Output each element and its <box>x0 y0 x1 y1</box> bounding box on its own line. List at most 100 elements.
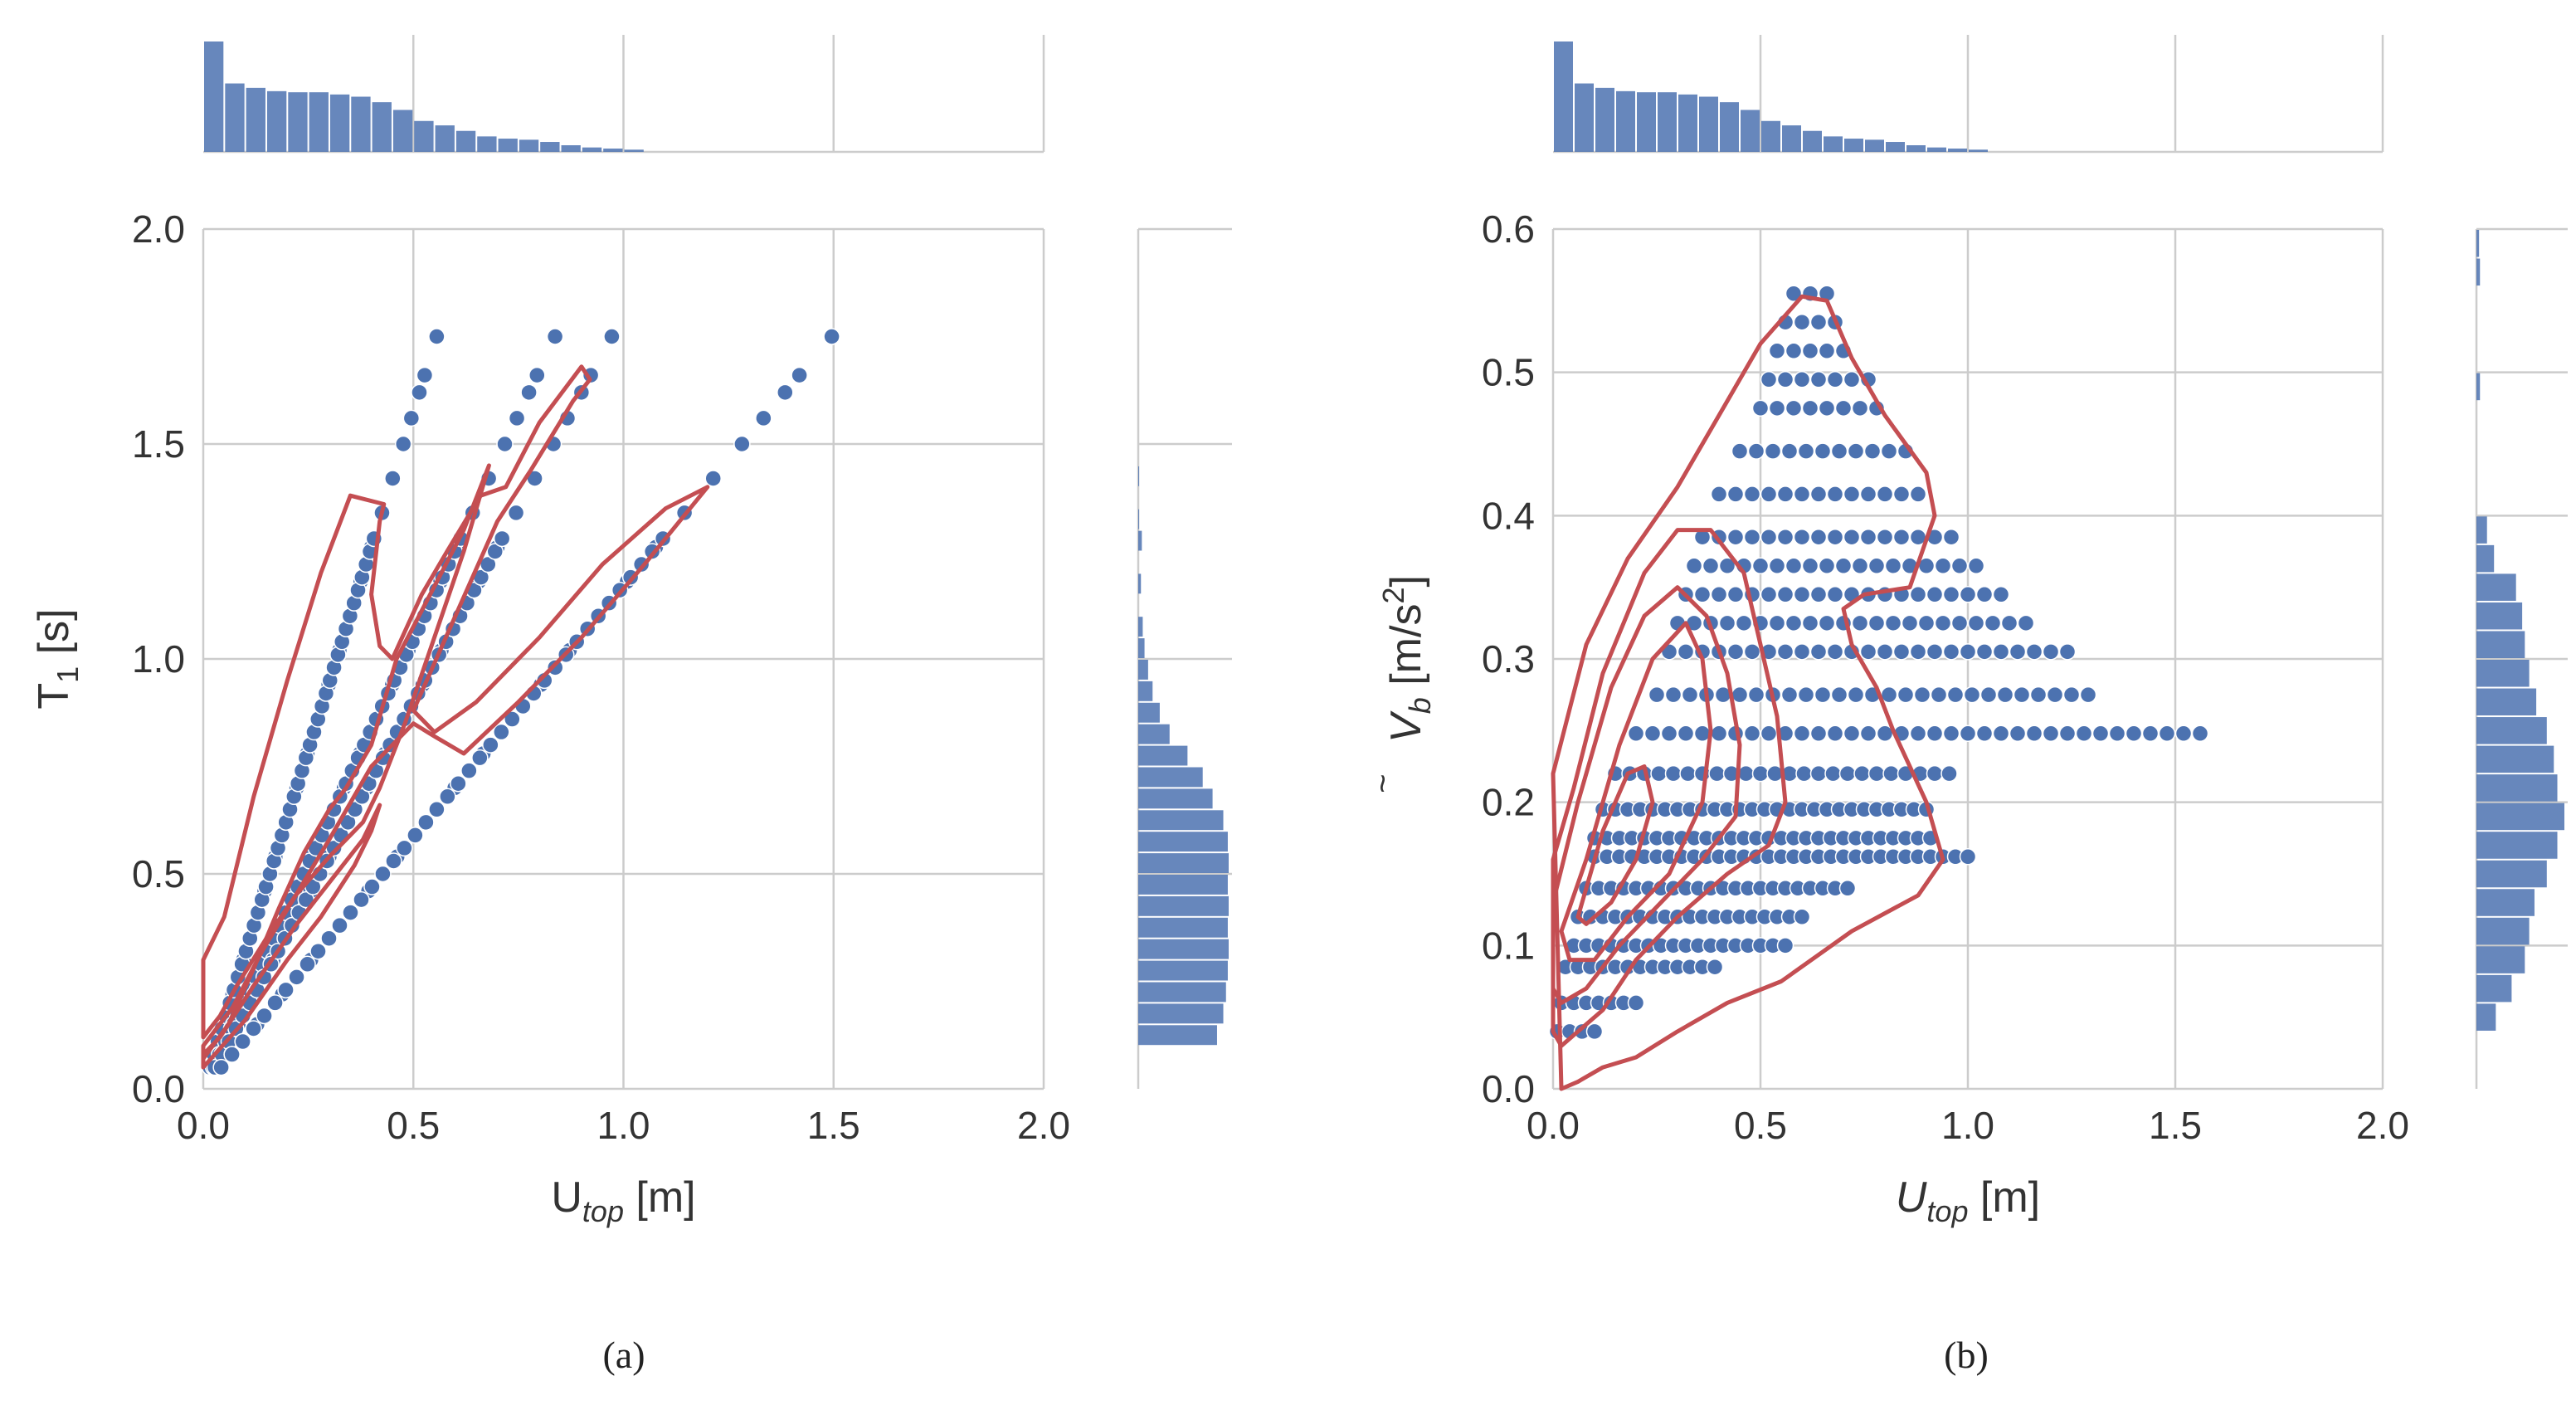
scatter-point <box>486 543 504 560</box>
scatter-point <box>1942 586 1960 603</box>
scatter-point <box>1892 643 1911 661</box>
scatter-point <box>299 955 316 973</box>
scatter-point <box>1975 643 1994 661</box>
right-hist-bar <box>2476 917 2530 945</box>
scatter-point <box>1718 557 1736 575</box>
scatter-point <box>1963 685 1981 704</box>
scatter-point <box>2029 685 2048 704</box>
scatter-point <box>212 1058 230 1076</box>
kde-contour-1 <box>1551 528 1788 1048</box>
scatter-point <box>1751 764 1770 783</box>
scatter-point <box>520 383 538 402</box>
right-hist-bar <box>2476 258 2481 286</box>
x-tick-label: 2.0 <box>2356 1104 2409 1147</box>
scatter-point <box>1726 643 1745 661</box>
scatter-point <box>1909 725 1927 743</box>
scatter-point <box>1760 725 1778 743</box>
scatter-point <box>504 710 521 728</box>
scatter-point <box>1814 685 1832 704</box>
y-tick-label: 0.0 <box>1482 1067 1535 1110</box>
scatter-point <box>1843 725 1861 743</box>
right-hist-bar <box>2476 745 2554 773</box>
scatter-point <box>1830 442 1848 460</box>
scatter-point <box>1660 725 1678 743</box>
y-tick-label: 0.5 <box>132 852 185 895</box>
kde-contour-0 <box>201 364 710 1040</box>
top-hist-bar <box>1865 139 1884 152</box>
scatter-point <box>791 366 808 384</box>
scatter-point <box>1793 371 1811 388</box>
top-hist-bar <box>519 139 539 152</box>
scatter-point <box>353 890 370 909</box>
right-hist-bar <box>2476 573 2516 601</box>
scatter-point <box>1768 557 1786 575</box>
scatter-point <box>1901 614 1919 632</box>
right-hist-bar <box>1138 638 1145 658</box>
scatter-point <box>603 328 621 345</box>
scatter-point <box>1851 399 1869 417</box>
top-hist-bar <box>603 149 623 152</box>
top-hist-bar <box>1906 145 1926 152</box>
scatter-point <box>1996 685 2014 704</box>
scatter-point <box>309 942 327 960</box>
scatter-point <box>1726 485 1745 503</box>
scatter-point <box>1838 764 1857 783</box>
scatter-point <box>1975 586 1994 603</box>
scatter-point <box>1747 685 1765 704</box>
scatter-point <box>396 839 413 857</box>
scatter-point <box>1693 586 1712 603</box>
scatter-point <box>417 813 435 832</box>
marginal-histogram-top <box>203 35 1045 154</box>
scatter-point <box>288 968 305 986</box>
x-tick-label: 0.5 <box>387 1104 440 1147</box>
scatter-point <box>385 852 402 870</box>
scatter-point <box>277 981 295 999</box>
kde-contours <box>1551 294 1945 1091</box>
scatter-point <box>1776 485 1794 503</box>
right-hist-bar <box>1138 875 1228 895</box>
scatter-point <box>1950 614 1969 632</box>
scatter-point <box>1793 586 1811 603</box>
y-tick-label: 0.5 <box>1482 351 1535 394</box>
scatter-point <box>1677 643 1695 661</box>
scatter-point <box>2017 614 2035 632</box>
scatter-point <box>1913 685 1931 704</box>
scatter-point <box>2042 725 2060 743</box>
x-tick-label: 1.5 <box>2149 1104 2202 1147</box>
scatter-point <box>2091 725 2110 743</box>
scatter-point <box>1681 685 1699 704</box>
scatter-point <box>1818 614 1836 632</box>
right-hist-bar <box>1138 960 1228 981</box>
right-hist-bar <box>1138 810 1224 831</box>
top-hist-bar <box>329 94 350 152</box>
top-hist-bar <box>266 90 287 152</box>
scatter-point <box>507 504 525 522</box>
scatter-point <box>1776 528 1794 546</box>
scatter-point <box>428 328 446 345</box>
kde-contour-2 <box>201 803 382 1070</box>
top-hist-bar <box>435 125 455 152</box>
right-hist-bar <box>1138 466 1140 486</box>
scatter-point <box>546 328 564 345</box>
y-tick-label: 0.1 <box>1482 924 1535 967</box>
kde-contour-1 <box>201 463 491 1061</box>
scatter-point <box>2000 614 2018 632</box>
scatter-point <box>1793 725 1811 743</box>
scatter-point <box>1776 586 1794 603</box>
scatter-point <box>428 801 446 818</box>
scatter-point <box>1793 528 1811 546</box>
x-tick-label: 0.0 <box>1527 1104 1580 1147</box>
scatter-point <box>1793 908 1811 926</box>
scatter-point <box>1785 399 1803 417</box>
scatter-point <box>1710 485 1728 503</box>
scatter-point <box>1941 764 1958 783</box>
scatter-point <box>1650 764 1668 783</box>
scatter-point <box>1967 614 1985 632</box>
scatter-point <box>439 788 456 806</box>
scatter-point <box>482 736 499 754</box>
scatter-point <box>1801 342 1819 360</box>
scatter-point <box>1764 442 1782 460</box>
scatter-point <box>1826 528 1844 546</box>
scatter-point <box>1776 643 1794 661</box>
top-hist-bar <box>1782 125 1801 152</box>
